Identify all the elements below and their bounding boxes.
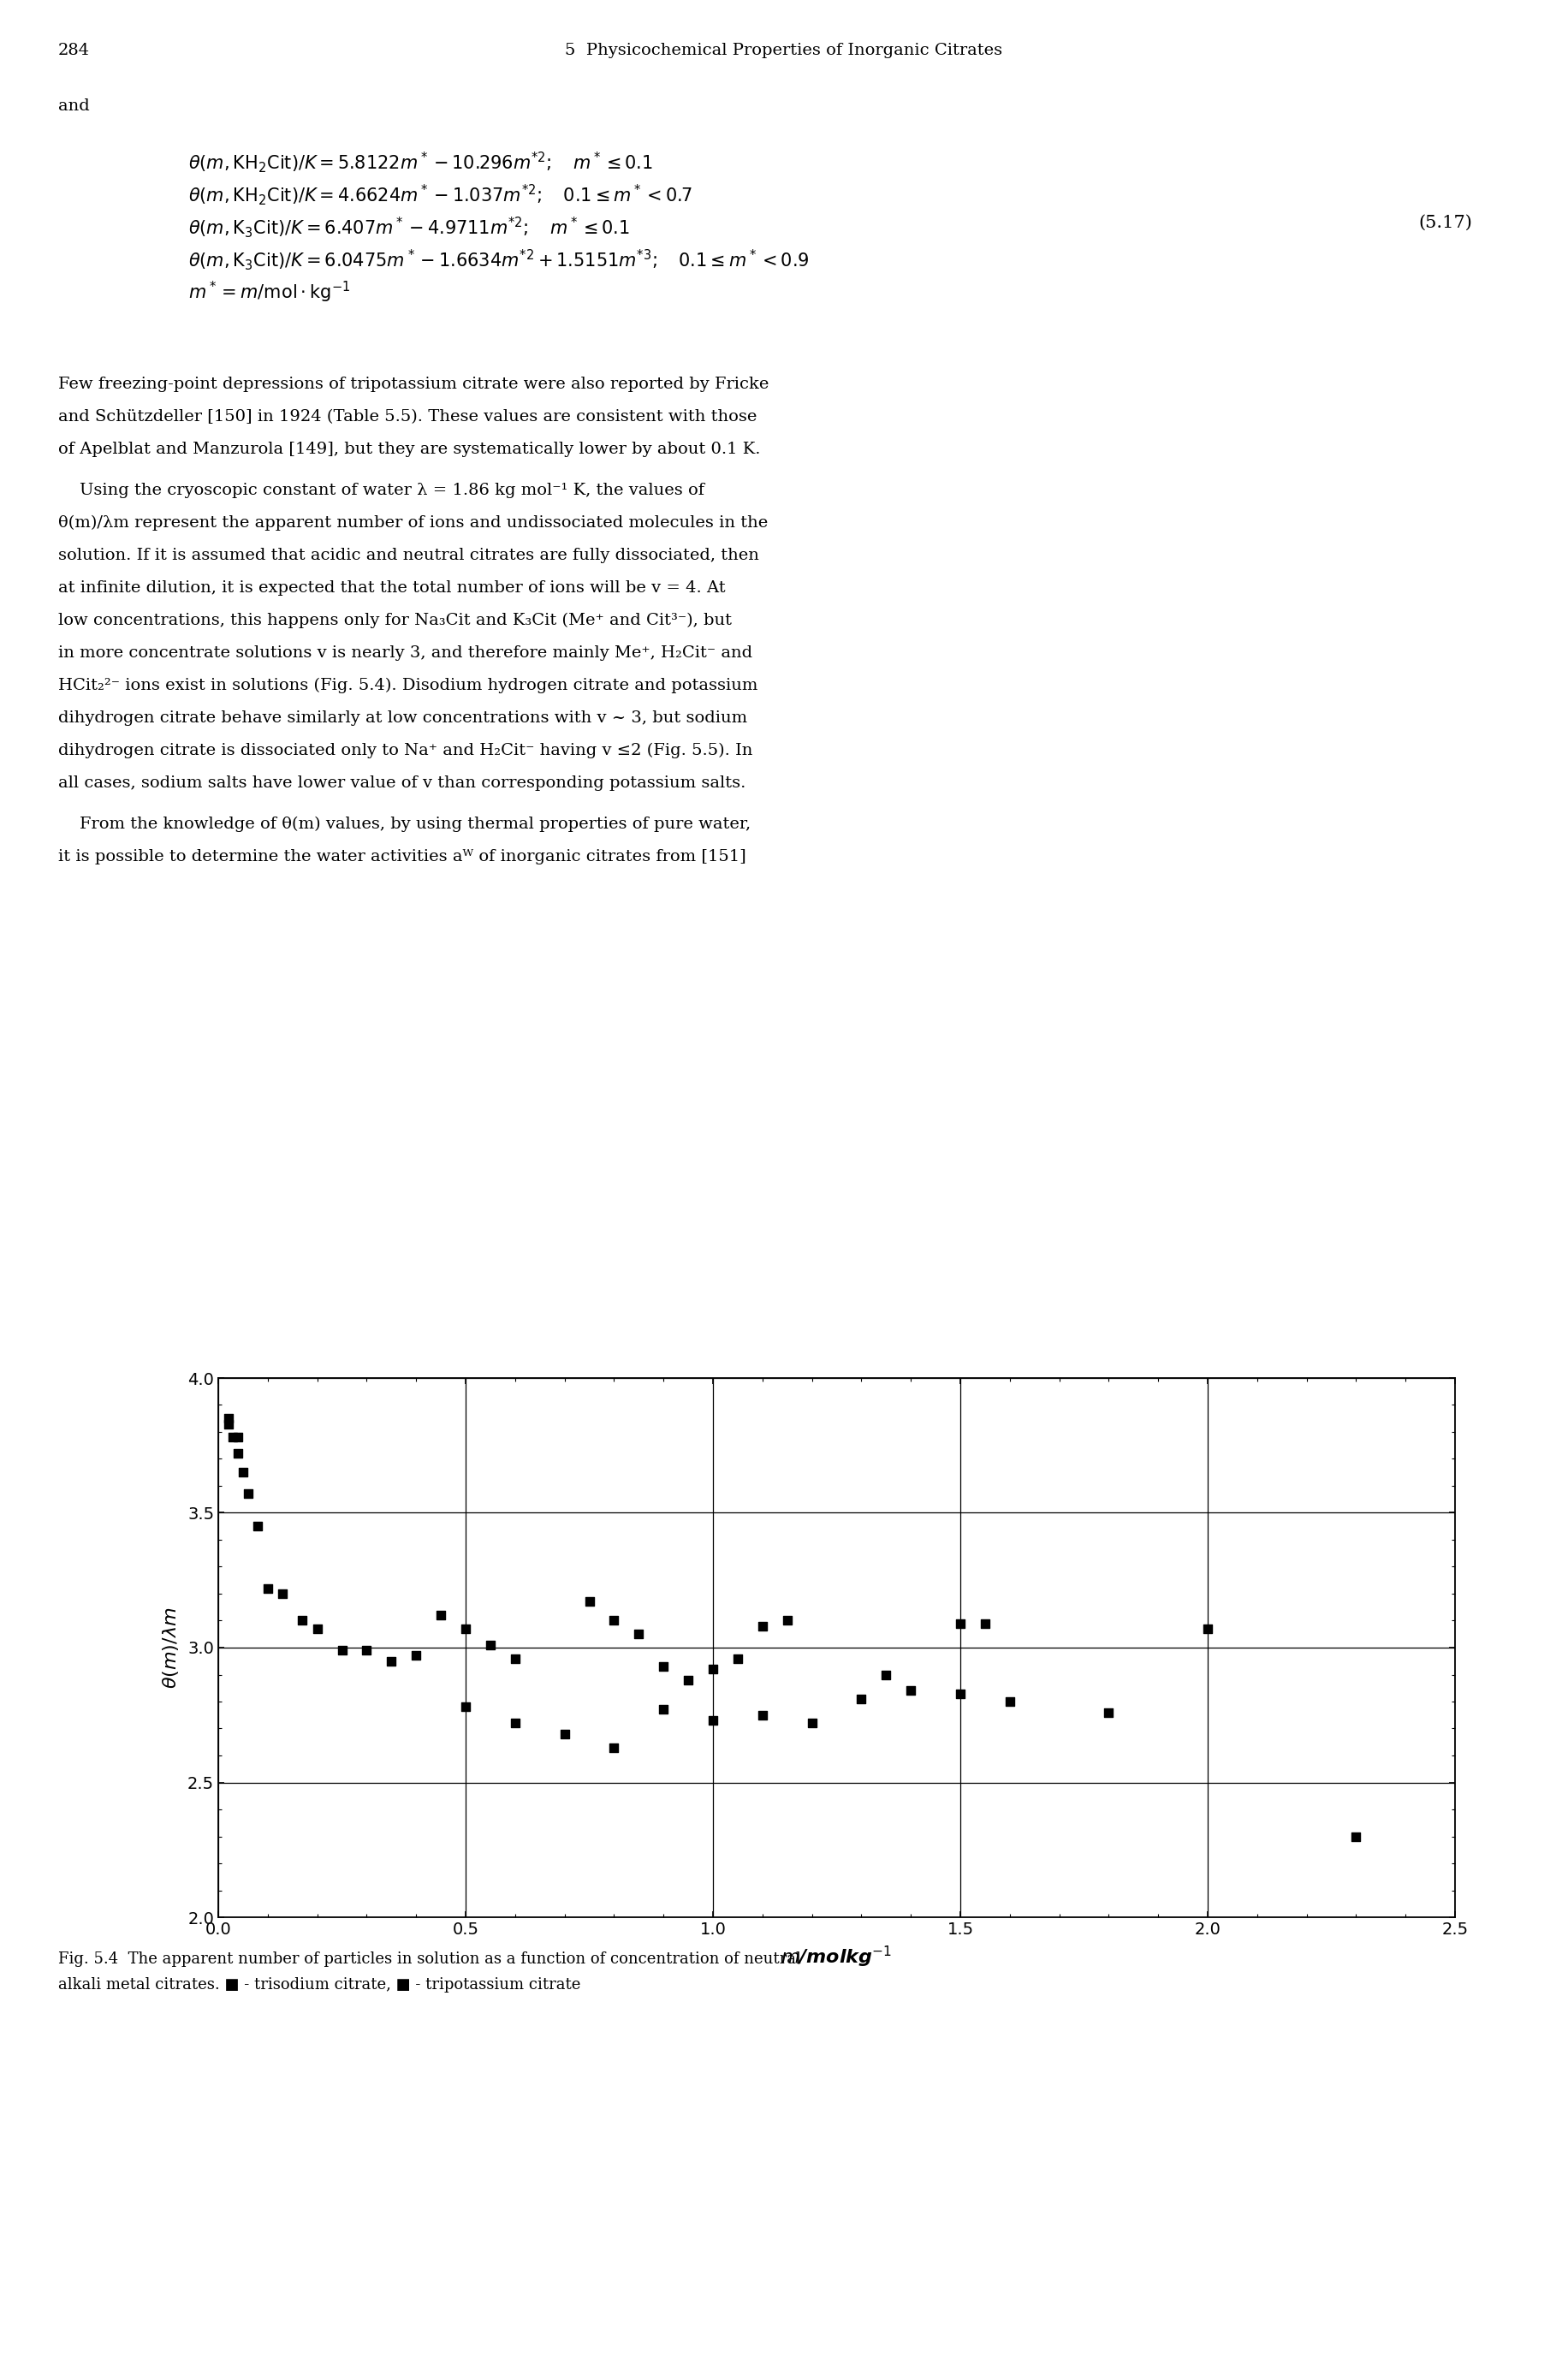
Text: HCit₂²⁻ ions exist in solutions (Fig. 5.4). Disodium hydrogen citrate and potass: HCit₂²⁻ ions exist in solutions (Fig. 5.… [58,677,757,694]
Point [453,1687,478,1725]
Point [651,1647,676,1685]
Point [972,1604,997,1642]
Text: $\theta(m, \mathrm{K_3Cit})/K = 6.407m^* -4.9711m^{*2};\quad m^* \leq 0.1$: $\theta(m, \mathrm{K_3Cit})/K = 6.407m^*… [188,214,630,240]
Point [750,1696,775,1734]
Point [602,1601,627,1639]
Point [226,1418,251,1456]
Point [379,1642,405,1680]
Point [775,1601,800,1639]
Text: $\theta(m, \mathrm{K_3Cit})/K = 6.0475m^* -1.6634m^{*2} +1.5151m^{*3};\quad 0.1 : $\theta(m, \mathrm{K_3Cit})/K = 6.0475m^… [188,247,809,271]
Text: $m^* = m/\mathrm{mol\cdot kg^{-1}}$: $m^* = m/\mathrm{mol\cdot kg^{-1}}$ [188,280,350,304]
Text: 284: 284 [58,43,89,57]
Point [947,1604,972,1642]
Point [602,1727,627,1765]
Point [750,1606,775,1644]
Point [290,1601,315,1639]
Point [403,1637,428,1675]
X-axis label: $m$/molkg$^{-1}$: $m$/molkg$^{-1}$ [781,1946,892,1970]
Text: solution. If it is assumed that acidic and neutral citrates are fully dissociate: solution. If it is assumed that acidic a… [58,549,759,563]
Text: θ(m)/λm represent the apparent number of ions and undissociated molecules in the: θ(m)/λm represent the apparent number of… [58,516,768,530]
Point [304,1611,329,1649]
Text: of Apelblat and Manzurola [149], but they are systematically lower by about 0.1 : of Apelblat and Manzurola [149], but the… [58,442,760,456]
Point [577,1582,602,1620]
Point [428,1597,453,1635]
Point [800,1704,825,1742]
Text: it is possible to determine the water activities aᵂ of inorganic citrates from [: it is possible to determine the water ac… [58,848,746,865]
Text: low concentrations, this happens only for Na₃Cit and K₃Cit (Me⁺ and Cit³⁻), but: low concentrations, this happens only fo… [58,613,732,627]
Point [226,1435,251,1473]
Text: and: and [58,97,89,114]
Y-axis label: $\theta(m)/\lambda m$: $\theta(m)/\lambda m$ [160,1606,180,1689]
Point [256,1568,281,1606]
Point [724,1639,750,1677]
Point [1096,1694,1121,1732]
Point [502,1639,527,1677]
Point [453,1611,478,1649]
Text: $\theta(m, \mathrm{KH_2Cit})/K = 5.8122m^* -10.296m^{*2};\quad m^* \leq 0.1$: $\theta(m, \mathrm{KH_2Cit})/K = 5.8122m… [188,150,652,173]
Text: alkali metal citrates. ■ - trisodium citrate, ■ - tripotassium citrate: alkali metal citrates. ■ - trisodium cit… [58,1977,580,1993]
Point [478,1625,503,1663]
Point [216,1404,241,1442]
Point [947,1675,972,1713]
Point [701,1651,726,1689]
Text: Fig. 5.4  The apparent number of particles in solution as a function of concentr: Fig. 5.4 The apparent number of particle… [58,1951,801,1967]
Point [626,1616,651,1654]
Text: Few freezing-point depressions of tripotassium citrate were also reported by Fri: Few freezing-point depressions of tripot… [58,378,768,392]
Text: From the knowledge of θ(m) values, by using thermal properties of pure water,: From the knowledge of θ(m) values, by us… [58,817,751,832]
Point [848,1680,873,1718]
Text: all cases, sodium salts have lower value of v than corresponding potassium salts: all cases, sodium salts have lower value… [58,775,746,791]
Point [235,1475,260,1514]
Text: $\theta(m, \mathrm{KH_2Cit})/K = 4.6624m^* -1.037m^{*2};\quad 0.1\leq m^* < 0.7$: $\theta(m, \mathrm{KH_2Cit})/K = 4.6624m… [188,183,693,207]
Point [230,1454,256,1492]
Text: at infinite dilution, it is expected that the total number of ions will be v = 4: at infinite dilution, it is expected tha… [58,580,726,596]
Point [1195,1611,1220,1649]
Point [651,1692,676,1730]
Point [354,1632,379,1670]
Text: in more concentrate solutions v is nearly 3, and therefore mainly Me⁺, H₂Cit⁻ an: in more concentrate solutions v is nearl… [58,646,753,661]
Point [701,1701,726,1739]
Point [216,1399,241,1437]
Point [997,1682,1022,1720]
Point [502,1704,527,1742]
Text: Using the cryoscopic constant of water λ = 1.86 kg mol⁻¹ K, the values of: Using the cryoscopic constant of water λ… [58,482,704,499]
Point [873,1656,898,1694]
Point [221,1418,246,1456]
Point [676,1661,701,1699]
Point [270,1575,295,1613]
Point [1344,1818,1369,1856]
Text: dihydrogen citrate behave similarly at low concentrations with v ~ 3, but sodium: dihydrogen citrate behave similarly at l… [58,710,748,725]
Text: dihydrogen citrate is dissociated only to Na⁺ and H₂Cit⁻ having v ≤2 (Fig. 5.5).: dihydrogen citrate is dissociated only t… [58,744,753,758]
Text: (5.17): (5.17) [1419,214,1472,230]
Point [245,1506,270,1544]
Point [552,1715,577,1753]
Text: and Schützdeller [150] in 1924 (Table 5.5). These values are consistent with tho: and Schützdeller [150] in 1924 (Table 5.… [58,409,757,425]
Point [898,1673,924,1711]
Point [329,1632,354,1670]
Text: 5  Physicochemical Properties of Inorganic Citrates: 5 Physicochemical Properties of Inorgani… [566,43,1002,57]
